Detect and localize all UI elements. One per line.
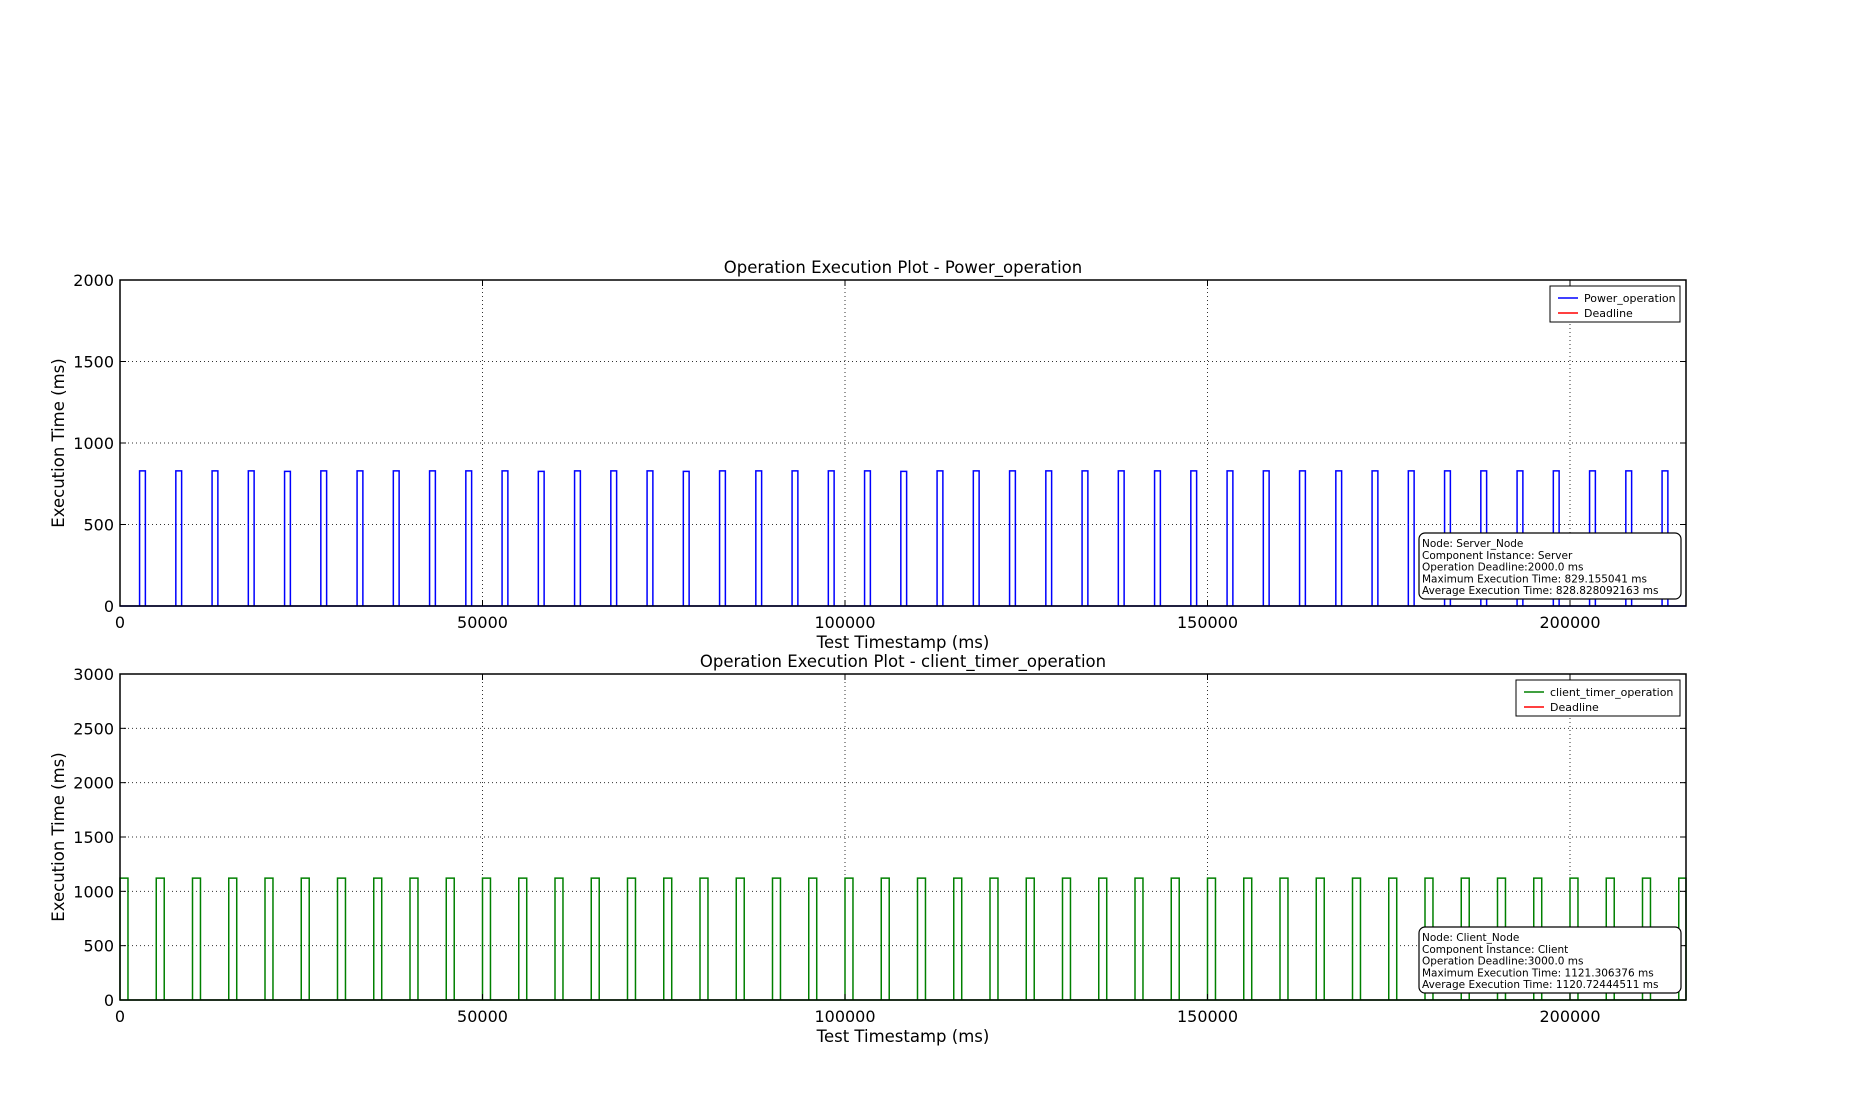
legend: client_timer_operation Deadline <box>1515 679 1681 717</box>
x-tick-label: 200000 <box>1539 613 1600 632</box>
x-tick-label: 0 <box>115 613 125 632</box>
series-line-client-timer-operation <box>119 877 1687 1001</box>
info-box-line: Node: Server_Node <box>1422 538 1523 550</box>
y-tick-label: 500 <box>83 937 114 956</box>
info-box-line: Average Execution Time: 828.828092163 ms <box>1422 585 1658 597</box>
chart-title: Operation Execution Plot - client_timer_… <box>700 652 1106 672</box>
y-tick-label: 2000 <box>73 774 114 793</box>
chart-2: 0 50000 100000 150000 200000 0 500 1000 1500 2000… <box>49 652 1687 1046</box>
info-box-line: Component Instance: Server <box>1422 550 1573 562</box>
series-line-power-operation <box>120 470 1686 607</box>
legend-label: client_timer_operation <box>1550 686 1673 699</box>
x-axis-label: Test Timestamp (ms) <box>816 1027 990 1046</box>
info-box-frame <box>1418 926 1682 994</box>
x-tick-label: 0 <box>115 1007 125 1026</box>
x-tick-label: 200000 <box>1539 1007 1600 1026</box>
y-axis-label: Execution Time (ms) <box>49 752 68 921</box>
x-tick-label: 100000 <box>814 613 875 632</box>
info-box-line: Operation Deadline:3000.0 ms <box>1422 956 1584 968</box>
info-box-line: Operation Deadline:2000.0 ms <box>1422 562 1584 574</box>
info-box-line: Component Instance: Client <box>1422 944 1568 956</box>
y-tick-label: 1500 <box>73 353 114 372</box>
legend-label: Deadline <box>1550 701 1599 714</box>
y-tick-label: 1500 <box>73 828 114 847</box>
info-box-line: Node: Client_Node <box>1422 932 1519 944</box>
info-box-frame <box>1418 532 1682 600</box>
x-tick-label: 100000 <box>814 1007 875 1026</box>
info-box-line: Average Execution Time: 1120.72444511 ms <box>1422 979 1658 991</box>
legend-box <box>1515 679 1681 717</box>
y-tick-label: 0 <box>104 991 114 1010</box>
y-tick-label: 3000 <box>73 665 114 684</box>
legend-label: Power_operation <box>1584 292 1676 305</box>
info-box-line: Maximum Execution Time: 1121.306376 ms <box>1422 967 1654 979</box>
y-axis-label: Execution Time (ms) <box>49 358 68 527</box>
legend-box <box>1549 285 1681 323</box>
y-tick-label: 2500 <box>73 719 114 738</box>
x-tick-label: 150000 <box>1177 613 1238 632</box>
x-tick-label: 50000 <box>457 1007 508 1026</box>
x-tick-label: 50000 <box>457 613 508 632</box>
chart-1: 0 50000 100000 150000 200000 0 500 1000 1500 2000… <box>49 258 1687 652</box>
info-box-line: Maximum Execution Time: 829.155041 ms <box>1422 573 1647 585</box>
x-axis-label: Test Timestamp (ms) <box>816 633 990 652</box>
legend-label: Deadline <box>1584 307 1633 320</box>
y-tick-label: 0 <box>104 597 114 616</box>
y-tick-label: 1000 <box>73 434 114 453</box>
y-tick-label: 1000 <box>73 882 114 901</box>
y-tick-label: 500 <box>83 516 114 535</box>
x-tick-label: 150000 <box>1177 1007 1238 1026</box>
y-tick-label: 2000 <box>73 271 114 290</box>
legend: Power_operation Deadline <box>1549 285 1681 323</box>
chart-title: Operation Execution Plot - Power_operati… <box>724 258 1082 278</box>
